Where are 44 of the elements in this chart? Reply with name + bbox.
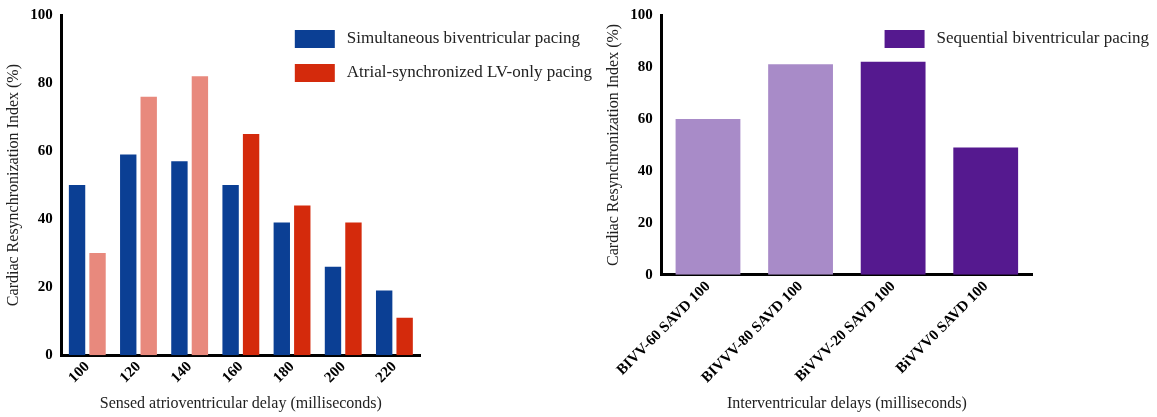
bar bbox=[120, 154, 137, 356]
bar bbox=[68, 185, 86, 356]
y-tick-label: 100 bbox=[630, 5, 653, 22]
y-tick-label: 40 bbox=[37, 209, 53, 226]
y-axis-title: Cardiac Resynchronization Index (%) bbox=[3, 64, 22, 307]
bar bbox=[953, 147, 1019, 275]
bar bbox=[140, 96, 157, 356]
x-tick-label: 120 bbox=[116, 358, 144, 386]
y-axis-title: Cardiac Resynchronization Index (%) bbox=[603, 23, 622, 266]
y-tick-label: 20 bbox=[37, 278, 53, 294]
legend-label: Simultaneous biventricular pacing bbox=[346, 28, 581, 48]
legend-label: Sequential biventricular pacing bbox=[936, 28, 1150, 48]
bar bbox=[273, 222, 290, 356]
x-tick-label: 100 bbox=[64, 358, 93, 386]
x-axis-title: Interventricular delays (milliseconds) bbox=[726, 393, 967, 412]
y-tick-label: 60 bbox=[37, 141, 53, 158]
x-tick-label: 160 bbox=[218, 358, 246, 386]
x-tick-label: 180 bbox=[269, 358, 297, 386]
x-tick-label: 200 bbox=[320, 358, 349, 386]
bar bbox=[675, 118, 741, 275]
x-tick-label: 220 bbox=[372, 358, 400, 386]
bar bbox=[242, 134, 260, 356]
bar bbox=[396, 317, 413, 356]
legend-label: Atrial-synchronized LV-only pacing bbox=[346, 62, 593, 82]
y-tick-label: 80 bbox=[37, 73, 53, 90]
x-tick-label: 140 bbox=[167, 358, 195, 386]
bar bbox=[324, 266, 342, 356]
bar bbox=[345, 222, 362, 356]
bar bbox=[222, 185, 239, 356]
y-tick-label: 0 bbox=[45, 346, 53, 363]
bar bbox=[294, 205, 311, 356]
bar bbox=[860, 61, 926, 275]
x-axis-title: Sensed atrioventricular delay (milliseconds) bbox=[99, 393, 382, 412]
y-tick-label: 100 bbox=[30, 5, 53, 22]
bar bbox=[171, 161, 188, 356]
bar bbox=[375, 290, 393, 356]
y-tick-label: 40 bbox=[637, 161, 653, 178]
bar bbox=[768, 64, 833, 275]
y-tick-label: 20 bbox=[637, 213, 653, 230]
y-tick-label: 0 bbox=[645, 265, 653, 282]
bar bbox=[191, 76, 209, 356]
y-tick-label: 80 bbox=[637, 57, 653, 74]
y-tick-label: 60 bbox=[637, 109, 653, 126]
bar bbox=[89, 253, 106, 356]
